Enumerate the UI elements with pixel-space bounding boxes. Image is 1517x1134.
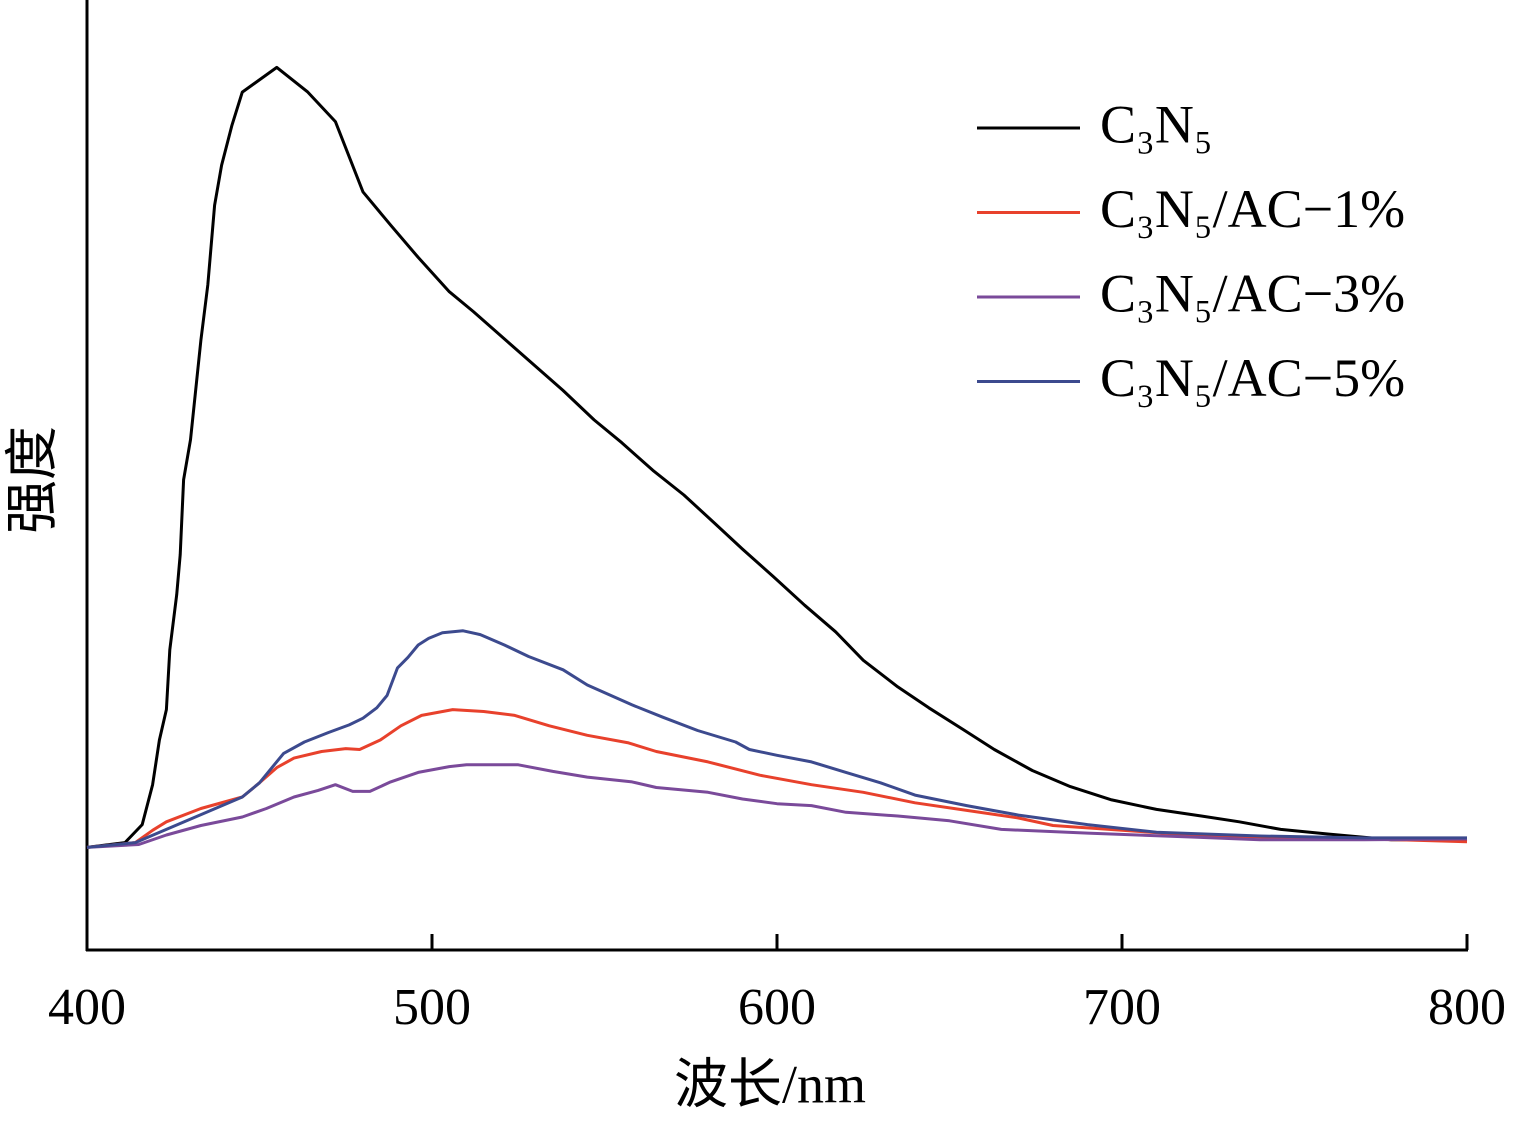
x-tick-label: 800 bbox=[1428, 979, 1506, 1036]
legend-label: C₃N₅/AC−3% bbox=[1100, 263, 1405, 323]
legend-label: C₃N₅/AC−5% bbox=[1100, 348, 1405, 408]
x-tick-label: 700 bbox=[1083, 979, 1161, 1036]
x-tick-label: 600 bbox=[738, 979, 816, 1036]
data-line bbox=[86, 629, 1467, 849]
x-tick-label: 500 bbox=[393, 979, 471, 1036]
data-line bbox=[86, 65, 1467, 849]
y-axis-label: 强度 bbox=[2, 426, 62, 534]
legend-label: C₃N₅ bbox=[1100, 94, 1213, 154]
data-line bbox=[86, 763, 1468, 849]
x-tick-label: 400 bbox=[48, 979, 126, 1036]
x-axis-label: 波长/nm bbox=[674, 1054, 866, 1114]
legend-label: C₃N₅/AC−1% bbox=[1100, 179, 1405, 239]
